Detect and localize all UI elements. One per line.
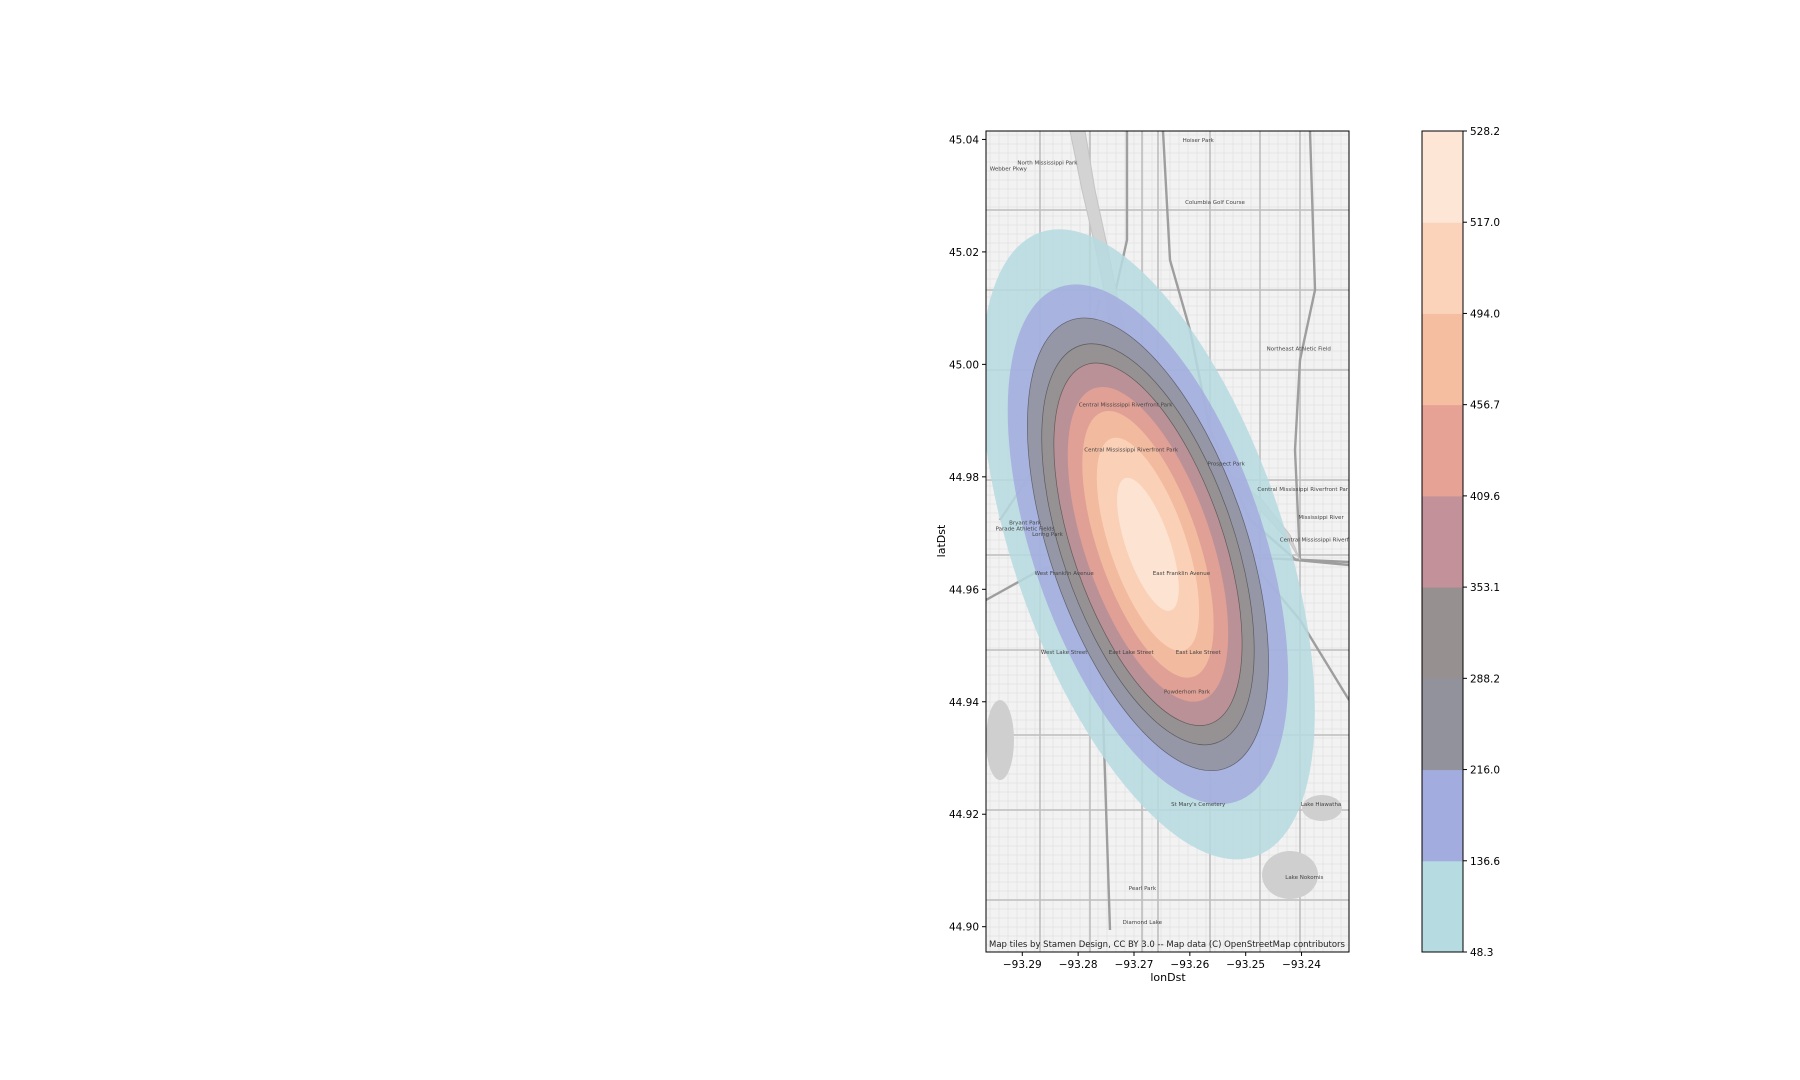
y-tick-label: 44.98 <box>949 472 979 484</box>
x-tick-label: −93.26 <box>1170 959 1209 971</box>
colorbar-band <box>1422 313 1463 406</box>
map-label: Lake Hiawatha <box>1301 802 1341 808</box>
map-label: Columbia Golf Course <box>1185 200 1245 206</box>
map-label: Central Mississippi Riverfront Park <box>1280 538 1375 544</box>
colorbar-tick-label: 494.0 <box>1470 308 1500 320</box>
colorbar-band <box>1422 131 1463 223</box>
map-label: Northeast Athletic Field <box>1267 346 1331 352</box>
y-tick-label: 45.04 <box>949 134 979 146</box>
map-label: East Lake Street <box>1176 650 1222 656</box>
colorbar-tick-label: 288.2 <box>1470 673 1500 685</box>
colorbar-bands <box>1422 131 1463 953</box>
y-tick-label: 44.92 <box>949 809 979 821</box>
map-label: Webber Pkwy <box>990 166 1028 172</box>
contour-level-8 <box>1117 477 1179 611</box>
map-label: Diamond Lake <box>1123 920 1163 926</box>
colorbar-tick-label: 409.6 <box>1470 491 1500 503</box>
map-label: West Franklin Avenue <box>1035 571 1095 577</box>
map-label: Parade Athletic Fields <box>996 526 1055 532</box>
map-label: Bryant Park <box>1009 521 1042 527</box>
y-axis-label: latDst <box>935 524 948 557</box>
colorbar-tick-label: 136.6 <box>1470 856 1500 868</box>
map-label: Central Mississippi Riverfront Park <box>1257 487 1352 493</box>
colorbar-band <box>1422 587 1463 679</box>
map-label: Powderhorn Park <box>1164 689 1211 695</box>
lakes <box>986 700 1342 899</box>
map-label: North Mississippi Park <box>1017 161 1078 167</box>
colorbar-band <box>1422 495 1463 588</box>
map-label: East Lake Street <box>1109 650 1155 656</box>
map-label: West Lake Street <box>1041 650 1088 656</box>
colorbar-band <box>1422 678 1463 771</box>
x-tick-label: −93.28 <box>1059 959 1098 971</box>
colorbar-band <box>1422 222 1463 314</box>
y-tick-label: 44.96 <box>949 584 979 596</box>
colorbar-tick-label: 216.0 <box>1470 765 1500 777</box>
map-label: Lake Nokomis <box>1285 875 1323 881</box>
y-tick-label: 44.90 <box>949 922 979 934</box>
y-tick-label: 45.00 <box>949 359 979 371</box>
x-tick-label: −93.24 <box>1282 959 1321 971</box>
colorbar-tick-label: 517.0 <box>1470 217 1500 229</box>
colorbar-frame <box>1421 130 1464 953</box>
colorbar: 48.3 136.6 216.0 288.2 353.1 409.6 456.7 494.0 5… <box>1421 126 1500 959</box>
x-tick-label: −93.27 <box>1115 959 1154 971</box>
colorbar-band <box>1422 860 1463 953</box>
map-label: Central Mississippi Riverfront Park <box>1079 403 1174 409</box>
map-label: Hoiser Park <box>1183 138 1215 144</box>
x-axis-label: lonDst <box>1150 971 1186 984</box>
y-tick-label: 45.02 <box>949 247 979 259</box>
x-axis-ticks: −93.29 −93.28 −93.27 −93.26 −93.25 −93.24 <box>1003 952 1321 971</box>
colorbar-band <box>1422 769 1463 862</box>
map-label: Loring Park <box>1032 532 1064 538</box>
map-labels: Hoiser Park North Mississippi ParkWebber … <box>990 138 1375 926</box>
colorbar-tick-label: 48.3 <box>1470 947 1493 959</box>
x-tick-label: −93.29 <box>1003 959 1042 971</box>
colorbar-ticks: 48.3 136.6 216.0 288.2 353.1 409.6 456.7 494.0 5… <box>1463 126 1500 959</box>
density-contours <box>986 229 1315 860</box>
x-tick-label: −93.25 <box>1226 959 1265 971</box>
map-label: Pearl Park <box>1129 886 1157 892</box>
axes-frame <box>985 130 1350 953</box>
map-label: Mississippi River <box>1298 515 1344 521</box>
colorbar-band <box>1422 404 1463 497</box>
map-attribution: Map tiles by Stamen Design, CC BY 3.0 --… <box>989 940 1346 950</box>
colorbar-tick-label: 456.7 <box>1470 400 1500 412</box>
y-axis-ticks: 44.90 44.92 44.94 44.96 44.98 45.00 45.02 45.04 <box>949 134 986 934</box>
y-tick-label: 44.94 <box>949 697 979 709</box>
colorbar-tick-label: 353.1 <box>1470 582 1500 594</box>
map-label: East Franklin Avenue <box>1153 571 1211 577</box>
map-label: Central Mississippi Riverfront Park <box>1084 448 1179 454</box>
map-label: Prospect Park <box>1207 462 1245 468</box>
map-axes: Hoiser Park North Mississippi ParkWebber … <box>935 130 1375 984</box>
colorbar-tick-label: 528.2 <box>1470 126 1500 138</box>
map-label: St Mary's Cemetery <box>1171 802 1226 808</box>
